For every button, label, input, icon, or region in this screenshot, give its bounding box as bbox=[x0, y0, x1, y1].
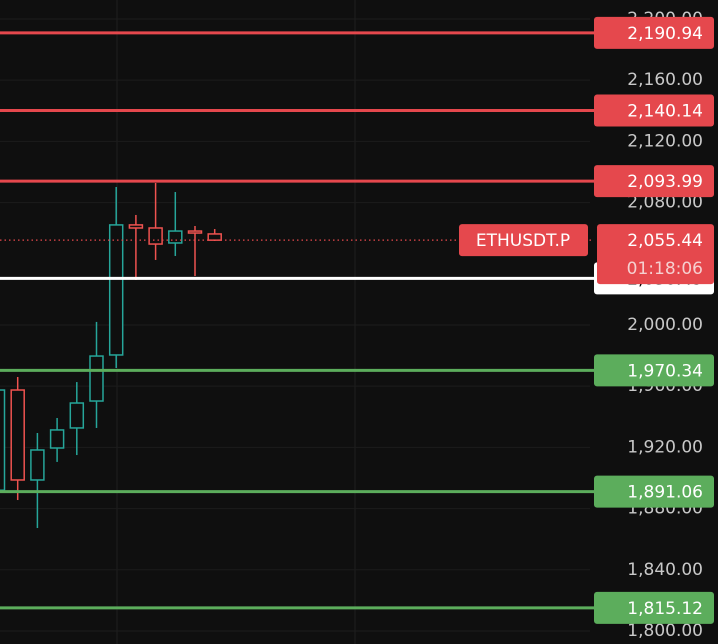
last-price-tag bbox=[597, 224, 714, 285]
level-tag-label: 1,891.06 bbox=[627, 483, 703, 503]
candle-body bbox=[69, 402, 85, 429]
y-tick-label: 1,840.00 bbox=[627, 560, 703, 580]
level-tag bbox=[594, 475, 714, 508]
y-tick-label: 2,080.00 bbox=[627, 193, 703, 213]
candle-body bbox=[10, 389, 25, 481]
symbol-tag bbox=[459, 224, 588, 257]
level-tag bbox=[594, 165, 714, 198]
candle-body bbox=[187, 230, 203, 234]
last-price-label: 2,055.44 bbox=[627, 231, 703, 251]
level-tag bbox=[594, 591, 714, 624]
level-tag-label: 2,190.94 bbox=[627, 24, 703, 44]
candle-body bbox=[128, 224, 144, 229]
y-tick-label: 1,920.00 bbox=[627, 437, 703, 457]
y-tick-label: 2,120.00 bbox=[627, 131, 703, 151]
level-tag-label: 1,970.34 bbox=[627, 361, 703, 381]
y-tick-label: 1,800.00 bbox=[627, 621, 703, 641]
candle-body bbox=[168, 230, 183, 244]
candle-body bbox=[108, 224, 124, 356]
candle-body bbox=[0, 389, 6, 491]
level-tag bbox=[594, 94, 714, 127]
level-tag bbox=[594, 354, 714, 387]
candle-body bbox=[148, 227, 163, 245]
symbol-tag-label: ETHUSDT.P bbox=[476, 231, 570, 251]
level-tag-label: 2,093.99 bbox=[627, 172, 703, 192]
y-tick-label: 2,000.00 bbox=[627, 315, 703, 335]
candle-body bbox=[49, 429, 65, 449]
y-tick-label: 2,160.00 bbox=[627, 70, 703, 90]
candle-body bbox=[207, 233, 222, 241]
countdown-label: 01:18:06 bbox=[627, 259, 703, 279]
level-tag-label: 1,815.12 bbox=[627, 599, 703, 619]
level-tag-label: 2,140.14 bbox=[627, 102, 703, 122]
level-tag bbox=[594, 16, 714, 49]
candle-body bbox=[89, 355, 104, 402]
candle-body bbox=[30, 449, 45, 481]
